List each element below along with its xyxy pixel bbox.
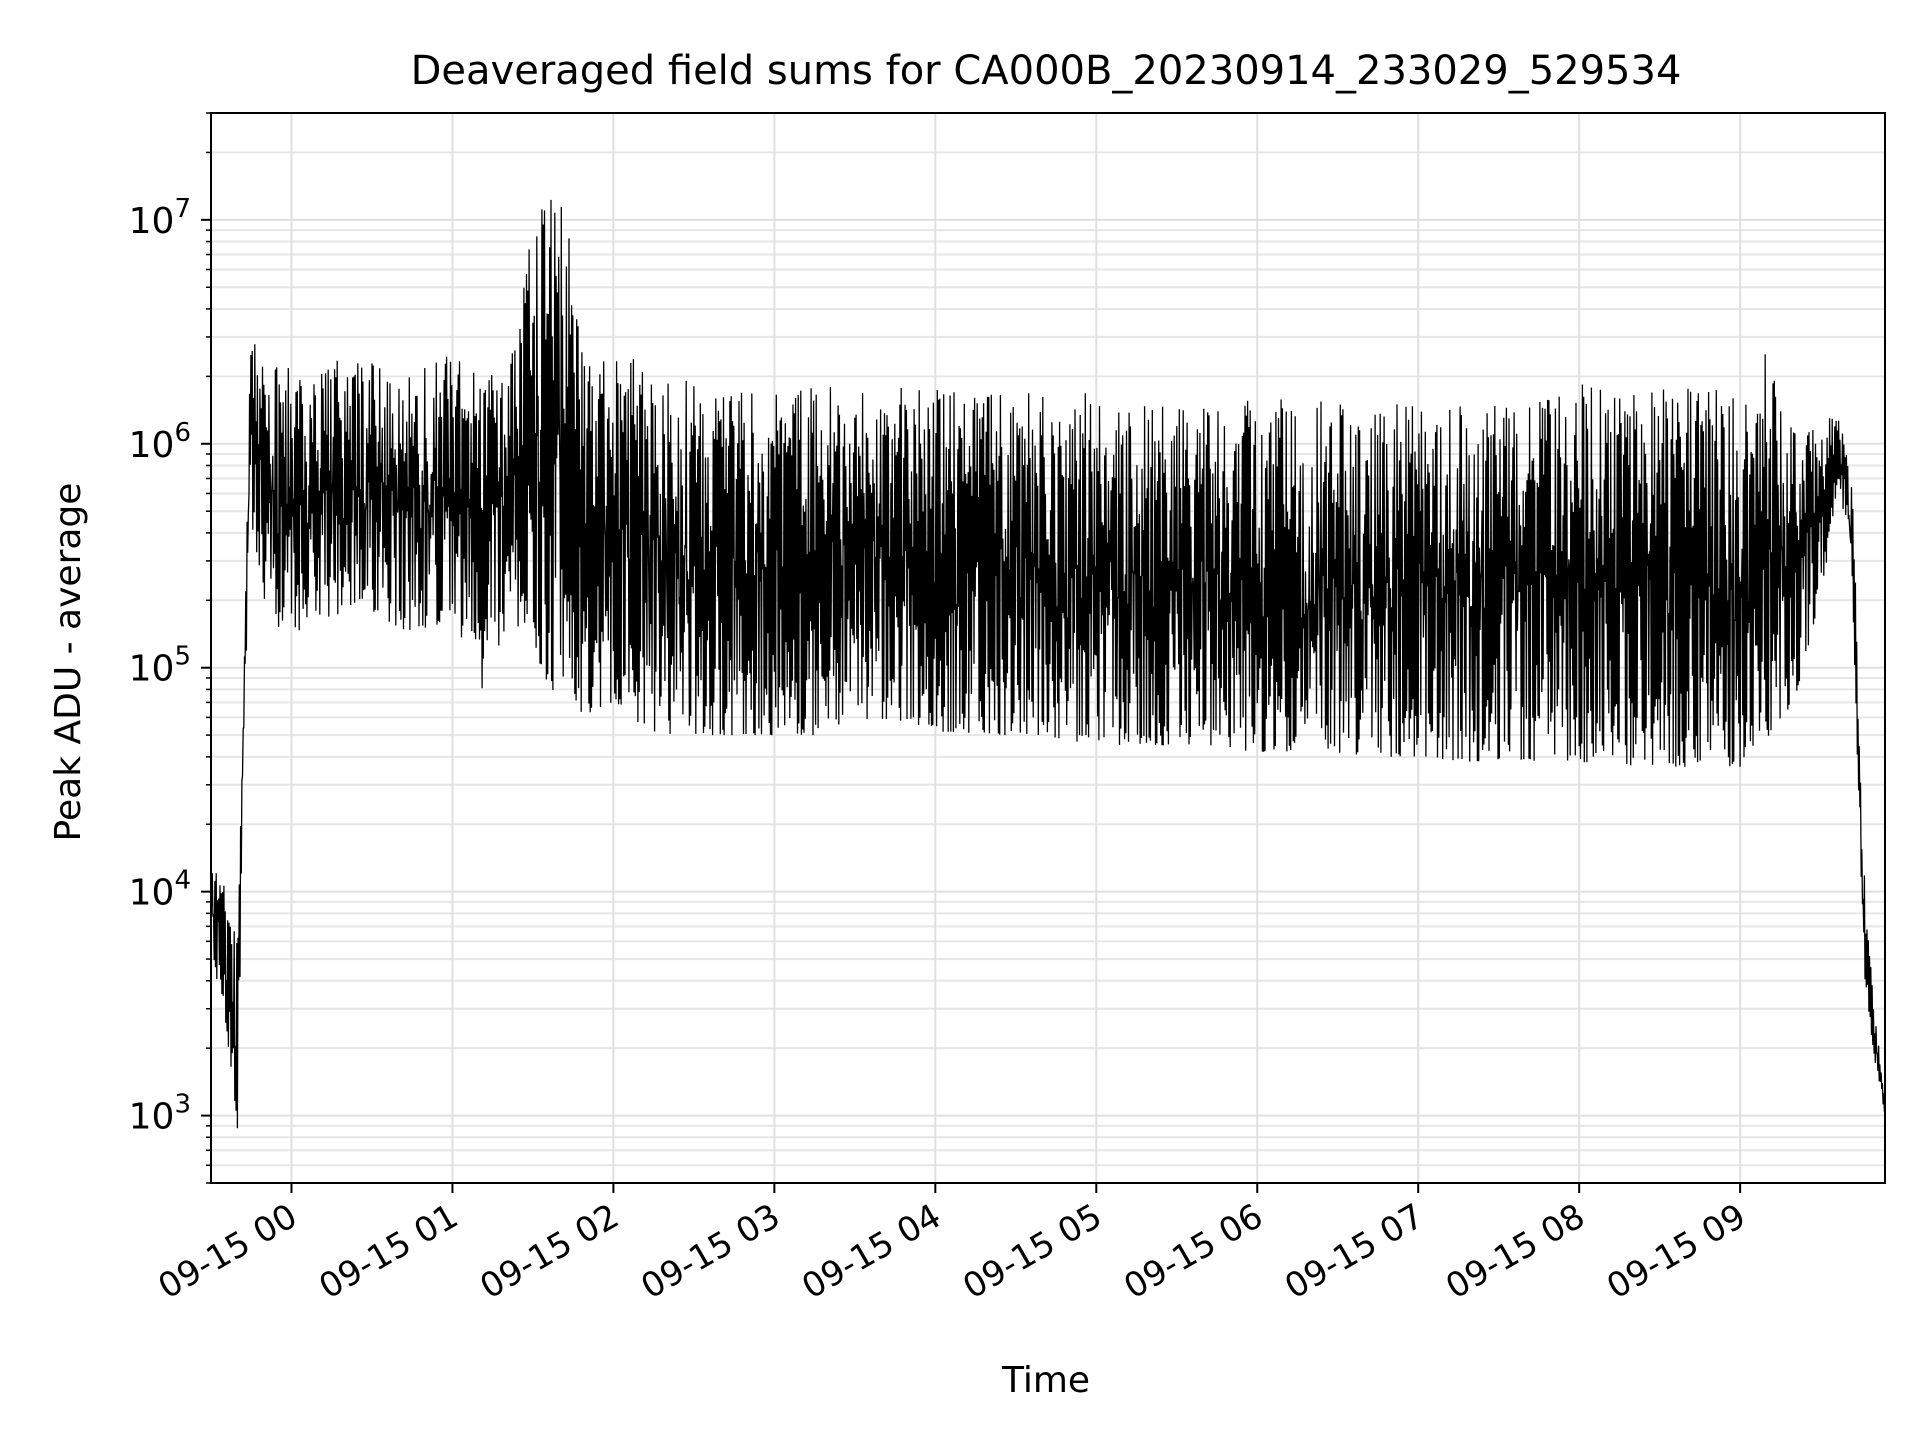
y-tick-label-base: 10: [129, 425, 175, 466]
y-tick-label: 105: [129, 642, 191, 690]
y-tick-label-exponent: 6: [174, 418, 191, 448]
plot-area-frame: [210, 112, 1886, 1184]
y-tick-label-base: 10: [129, 873, 175, 914]
chart-title: Deaveraged field sums for CA000B_2023091…: [411, 48, 1682, 94]
y-tick-label-base: 10: [129, 201, 175, 242]
y-tick-label: 106: [129, 418, 191, 466]
data-series-line: [211, 199, 1885, 1129]
y-tick-label-exponent: 4: [174, 866, 191, 896]
y-tick-label-base: 10: [129, 1097, 175, 1138]
y-tick-label: 103: [129, 1090, 191, 1138]
y-tick-label-exponent: 3: [174, 1090, 191, 1120]
series-layer: [211, 199, 1885, 1129]
y-axis-label: Peak ADU - average: [48, 483, 89, 842]
y-tick-label-base: 10: [129, 649, 175, 690]
y-tick-label-exponent: 7: [174, 194, 191, 224]
y-tick-label: 104: [129, 866, 191, 914]
y-tick-label-exponent: 5: [174, 642, 191, 672]
x-axis-label: Time: [1001, 1360, 1090, 1401]
y-tick-label: 107: [129, 194, 191, 242]
